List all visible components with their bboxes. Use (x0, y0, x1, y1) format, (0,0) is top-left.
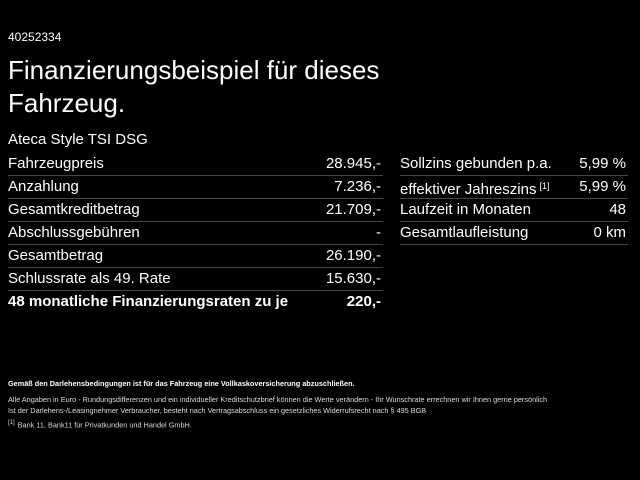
table-row: Sollzins gebunden p.a. 5,99 % (400, 152, 628, 176)
row-value: 21.709,- (325, 201, 381, 218)
table-row: Fahrzeugpreis 28.945,- (8, 152, 383, 176)
row-value: 7.236,- (334, 178, 381, 195)
title: Fahrzeug. (8, 88, 126, 118)
insurance-note: Gemäß den Darlehensbedingungen ist für d… (8, 379, 355, 388)
footnote-marker: [1] (8, 420, 15, 426)
footnote-text: Bank 11, Bank11 für Privatkunden und Han… (17, 420, 192, 430)
footnote: [1] Bank 11, Bank11 für Privatkunden und … (8, 420, 192, 429)
table-row: Abschlussgebühren - (8, 221, 383, 245)
row-value: 48 (609, 201, 626, 218)
row-label: Anzahlung (8, 178, 79, 195)
row-label: Laufzeit in Monaten (400, 201, 531, 218)
footnote-marker: [1] (539, 181, 550, 191)
table-row: Gesamtkreditbetrag 21.709,- (8, 198, 383, 222)
row-value: 0 km (593, 224, 626, 241)
row-value: 28.945,- (325, 155, 381, 172)
row-label: 48 monatliche Finanzierungsraten zu je (8, 293, 289, 310)
row-value: 15.630,- (325, 270, 381, 287)
disclaimer: Ist der Darlehens-/Leasingnehmer Verbrau… (8, 406, 427, 415)
row-label: Abschlussgebühren (8, 224, 140, 241)
table-row: Gesamtlaufleistung 0 km (400, 221, 628, 245)
table-row: Anzahlung 7.236,- (8, 175, 383, 199)
row-value: 5,99 % (579, 155, 626, 172)
row-label: effektiver Jahreszins [1] (400, 181, 550, 198)
row-label: Gesamtlaufleistung (400, 224, 529, 241)
model: Ateca Style TSI DSG (8, 131, 148, 148)
table-row: Schlussrate als 49. Rate 15.630,- (8, 267, 383, 291)
row-value: 220,- (346, 293, 381, 310)
row-value: 5,99 % (579, 178, 626, 195)
table-row: effektiver Jahreszins [1] 5,99 % (400, 175, 628, 199)
table-row: Gesamtbetrag 26.190,- (8, 244, 383, 268)
row-label: Schlussrate als 49. Rate (8, 270, 171, 287)
row-value: 26.190,- (325, 247, 381, 264)
row-label: Gesamtkreditbetrag (8, 201, 140, 218)
vehicle-id: 40252334 (8, 30, 62, 44)
disclaimer: Alle Angaben in Euro - Rundungsdifferenz… (8, 395, 548, 404)
row-label: Gesamtbetrag (8, 247, 104, 264)
row-label: Sollzins gebunden p.a. (400, 155, 552, 172)
table-row: Laufzeit in Monaten 48 (400, 198, 628, 222)
row-label: Fahrzeugpreis (8, 155, 104, 172)
table-row: 48 monatliche Finanzierungsraten zu je 22… (8, 290, 383, 313)
row-value: - (376, 224, 381, 241)
title: Finanzierungsbeispiel für dieses (8, 55, 380, 85)
